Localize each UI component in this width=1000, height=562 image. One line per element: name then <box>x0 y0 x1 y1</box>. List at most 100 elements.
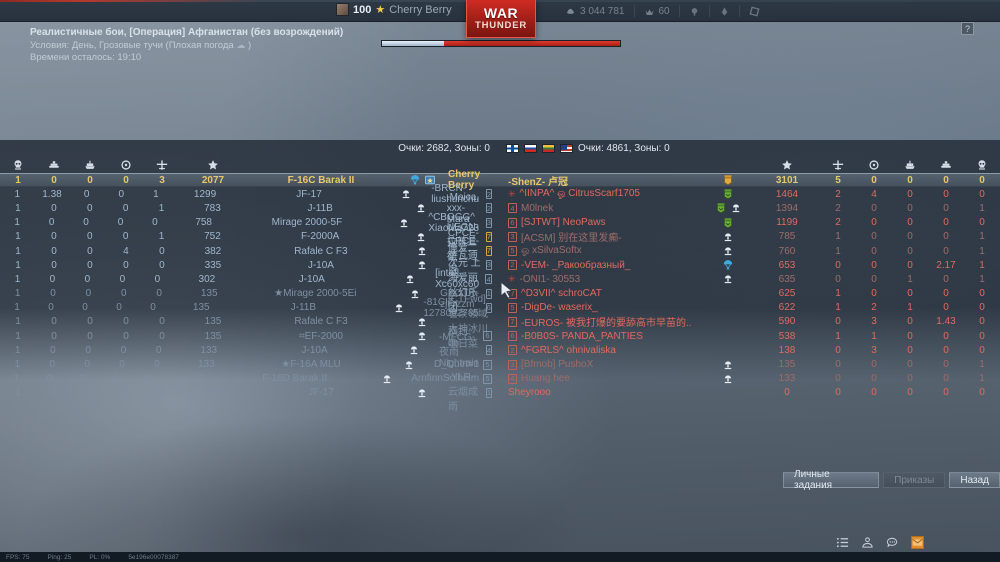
table-row[interactable]: 1 0 0 0 0 135 Rafale C F3 [CTFwd] 薯条领域大神冰川噜日菜 7-… <box>0 294 1000 350</box>
cell-player-name[interactable]: ✳ -ONI1- 30553 <box>500 272 702 286</box>
table-row[interactable]: 1 0 0 0 0 135 ★Mirage 2000-5Ei -GBOTR- zjt -zzm… <box>0 277 1000 310</box>
cell-player-name[interactable]: Sheyrooo <box>500 386 702 400</box>
cell-player-name[interactable]: 3 [ACSM] 别在这里发癫- <box>500 230 702 244</box>
table-row[interactable]: 1 0 0 0 0 118 JF-17 -YLR- 云烟成雨 1 Sheyrooo 0 0 0 0 0 0 <box>0 372 1000 413</box>
cell-player-name[interactable]: -81CIT- 1278092785 6 <box>423 297 500 319</box>
cell-player-name[interactable]: ✳ ^IINPA^ ஓ CitrusScarf1705 <box>500 187 702 201</box>
cell-status-icons <box>388 343 439 357</box>
respawn-icon <box>418 261 426 270</box>
cell-player-name[interactable]: 横扫ou 6 <box>448 327 500 349</box>
cell-player-name[interactable]: 6 -B0B0S- PANDA_PANTIES <box>500 329 702 343</box>
help-button[interactable]: ? <box>961 22 974 35</box>
cell-player-name[interactable]: ^CBGGG^ XiaoMa723 3 <box>428 212 500 234</box>
table-row[interactable]: 1 1.38 0 0 1 1299 JF-17 -BRCN- liushunchu 2 ✳ ^IIN… <box>0 183 1000 205</box>
cell-assists: 0 <box>871 273 877 285</box>
cell-status-icons <box>702 272 754 286</box>
list-icon[interactable] <box>836 536 849 549</box>
cell-status-icons <box>396 244 448 258</box>
cell-player-name[interactable]: -YLR- 云烟成雨 1 <box>448 372 500 413</box>
cell-ground-kills: 0 <box>943 188 949 200</box>
cell-vehicle: ★Mirage 2000-5Ei <box>274 288 357 300</box>
cell-deaths: 1 <box>14 288 21 300</box>
squad-badge: 2 <box>508 345 517 356</box>
cell-player-name[interactable]: 6 [SJTWT] NeoPaws <box>500 216 702 230</box>
orders-button[interactable]: Приказы <box>883 472 946 488</box>
cell-air-kills: 0 <box>154 359 160 371</box>
respawn-icon <box>724 275 732 284</box>
cell-player-name[interactable]: -ShenZ- 卢冠 <box>500 173 702 188</box>
cell-ground-kills: 1.43 <box>936 316 956 328</box>
cell-deaths: 1 <box>15 245 21 257</box>
respawn-icon <box>724 375 732 383</box>
packet-loss-label: PL: 0% <box>89 553 111 561</box>
convertible-xp-cell[interactable] <box>710 0 739 22</box>
table-row[interactable]: 1 0 0 0 0 135 J-11B -81CIT- 1278092785 6 5 -DigDe-… <box>0 297 1000 319</box>
left-team-row: 1 0 0 4 0 382 Rafale C F3 -CPCE- 萨瓦迪恩 7 <box>0 225 500 277</box>
cell-score: 0 <box>784 387 790 399</box>
score-column <box>180 156 246 173</box>
cell-player-name[interactable]: -CPCE- 俺爱二次元 上海爱丽丝幻乐团 3 <box>448 217 500 314</box>
cell-assists: 0 <box>871 174 877 186</box>
table-row[interactable]: 1 0 0 0 0 133 J-10A -MFCG- 夜雨Nightrain 4 2 ^FGRLS^… <box>0 332 1000 369</box>
table-row[interactable]: 1 0 0 0 1 752 F-2000A -UEGN- 拉普兰德 7 3 [ACSM] 别在这里发… <box>0 211 1000 263</box>
squad-badge: 6 <box>508 331 517 342</box>
table-row[interactable]: 1 0 0 0 0 758 Mirage 2000-5F ^CBGGG^ XiaoMa723 3… <box>0 212 1000 234</box>
table-row[interactable]: 1 0 0 0 3 2077 F-16C Barak II Cherry Berry -Shen… <box>0 169 1000 191</box>
right-team-row: 4 M0lnek 1394 2 0 0 0 1 <box>500 201 1000 215</box>
table-row[interactable]: 1 0 0 4 0 382 Rafale C F3 -CPCE- 萨瓦迪恩 7 5 ஓ xSilva… <box>0 225 1000 277</box>
cell-player-name[interactable]: [intel] Xc60xc60 4 <box>435 268 500 290</box>
cell-player-name[interactable]: 2 -VEM- _Ракообразный_ <box>500 258 702 272</box>
silver-lions-cell[interactable]: 3 044 781 <box>556 0 634 22</box>
cell-player-name[interactable]: 5 -DigDe- waserix_ <box>500 301 702 315</box>
research-points-cell[interactable] <box>680 0 709 22</box>
table-row[interactable]: 1 0 0 0 0 302 J-10A [intel] Xc60xc60 4 ✳ -ONI1- 30… <box>0 268 1000 290</box>
table-row[interactable]: 1 0 0 0 0 133 ★F-16A MLU D_Duet#1 5 3 [Bfmob] Push… <box>0 357 1000 371</box>
squad-badge: 4 <box>485 274 493 285</box>
wager-cell[interactable] <box>740 0 769 22</box>
cell-player-name[interactable]: 5 ஓ xSilvaSoftx <box>500 244 702 258</box>
cell-player-name[interactable]: .Moica. xxx-Mara 2 <box>447 192 500 225</box>
avatar-icon[interactable] <box>336 3 349 16</box>
cell-player-name[interactable]: 2 ^FGRLS^ ohnivaliska <box>500 343 702 357</box>
cell-air-kills: 2 <box>835 188 841 200</box>
player-nickname[interactable]: Cherry Berry <box>389 3 452 16</box>
cell-deaths: 1 <box>979 245 985 257</box>
golden-eagles-cell[interactable]: 60 <box>635 0 679 22</box>
cell-player-name[interactable]: -BRCN- liushunchu 2 <box>431 183 500 205</box>
cell-ground-kills: 0 <box>49 273 56 285</box>
cell-player-name[interactable]: ArnfinnSolheim 5 <box>411 372 500 386</box>
player-name-text: ^IINPA^ ஓ CitrusScarf1705 <box>519 188 640 200</box>
cell-player-name[interactable]: -MFCG- 夜雨Nightrain 4 <box>439 332 500 369</box>
squad-icon[interactable] <box>861 536 874 549</box>
cell-player-name[interactable]: 4 M0lnek <box>500 201 702 215</box>
cell-player-name[interactable]: -GBOTR- zjt -zzm 1 <box>440 277 500 310</box>
cell-player-name[interactable]: 7 -EUROS- 被我打爆的要舔高市早苗的.. <box>500 315 702 329</box>
cell-deaths: 0 <box>979 302 985 314</box>
medal-green-icon <box>716 203 725 214</box>
cell-player-name[interactable]: D_Duet#1 5 <box>434 358 500 372</box>
cell-player-name[interactable]: 4 Huang hee <box>500 372 702 386</box>
back-button[interactable]: Назад <box>949 472 1000 488</box>
personal-tasks-button[interactable]: Личные задания <box>783 469 880 491</box>
cell-score: 133 <box>200 344 218 356</box>
mail-icon[interactable] <box>911 536 924 549</box>
cell-air-kills: 1 <box>835 330 841 342</box>
table-row[interactable]: 1 0 0 0 1 783 J-11B .Moica. xxx-Mara 2 4 M0lnek 139… <box>0 192 1000 225</box>
table-row[interactable]: 1 0 0 0 0 335 J-10A -CPCE- 俺爱二次元 上海爱丽丝幻乐团 3 2 -VEM… <box>0 217 1000 314</box>
cell-player-name[interactable]: Cherry Berry <box>448 169 500 191</box>
chat-icon[interactable] <box>886 536 899 549</box>
cell-player-name[interactable]: -UEGN- 拉普兰德 7 <box>447 211 500 263</box>
cell-ground-kills: 0 <box>46 373 53 385</box>
right-team-row: 4 Huang hee 133 0 0 0 0 1 <box>500 372 1000 386</box>
cell-player-name[interactable]: 7 ^D3VII^ schroCAT <box>500 287 702 301</box>
cell-deaths: 1 <box>979 202 985 214</box>
cell-player-name[interactable]: -CPCE- 萨瓦迪恩 7 <box>448 225 500 277</box>
table-row[interactable]: 1 0 0 0 0 135 ⌗EF-2000 横扫ou 6 6 -B0B0S- PANDA_PANT… <box>0 327 1000 349</box>
cell-score: 635 <box>778 273 796 285</box>
cell-player-name[interactable]: 3 [Bfmob] PushoX <box>500 358 702 372</box>
divider <box>633 5 635 17</box>
cell-naval-kills: 0 <box>907 174 913 186</box>
cell-ground-kills: 0 <box>943 359 949 371</box>
table-row[interactable]: 1 0 0 0 0 127 F-16D Barak II ArnfinnSolheim 5 4 Hu… <box>0 372 1000 386</box>
cell-player-name[interactable]: [CTFwd] 薯条领域大神冰川噜日菜 <box>448 294 500 350</box>
